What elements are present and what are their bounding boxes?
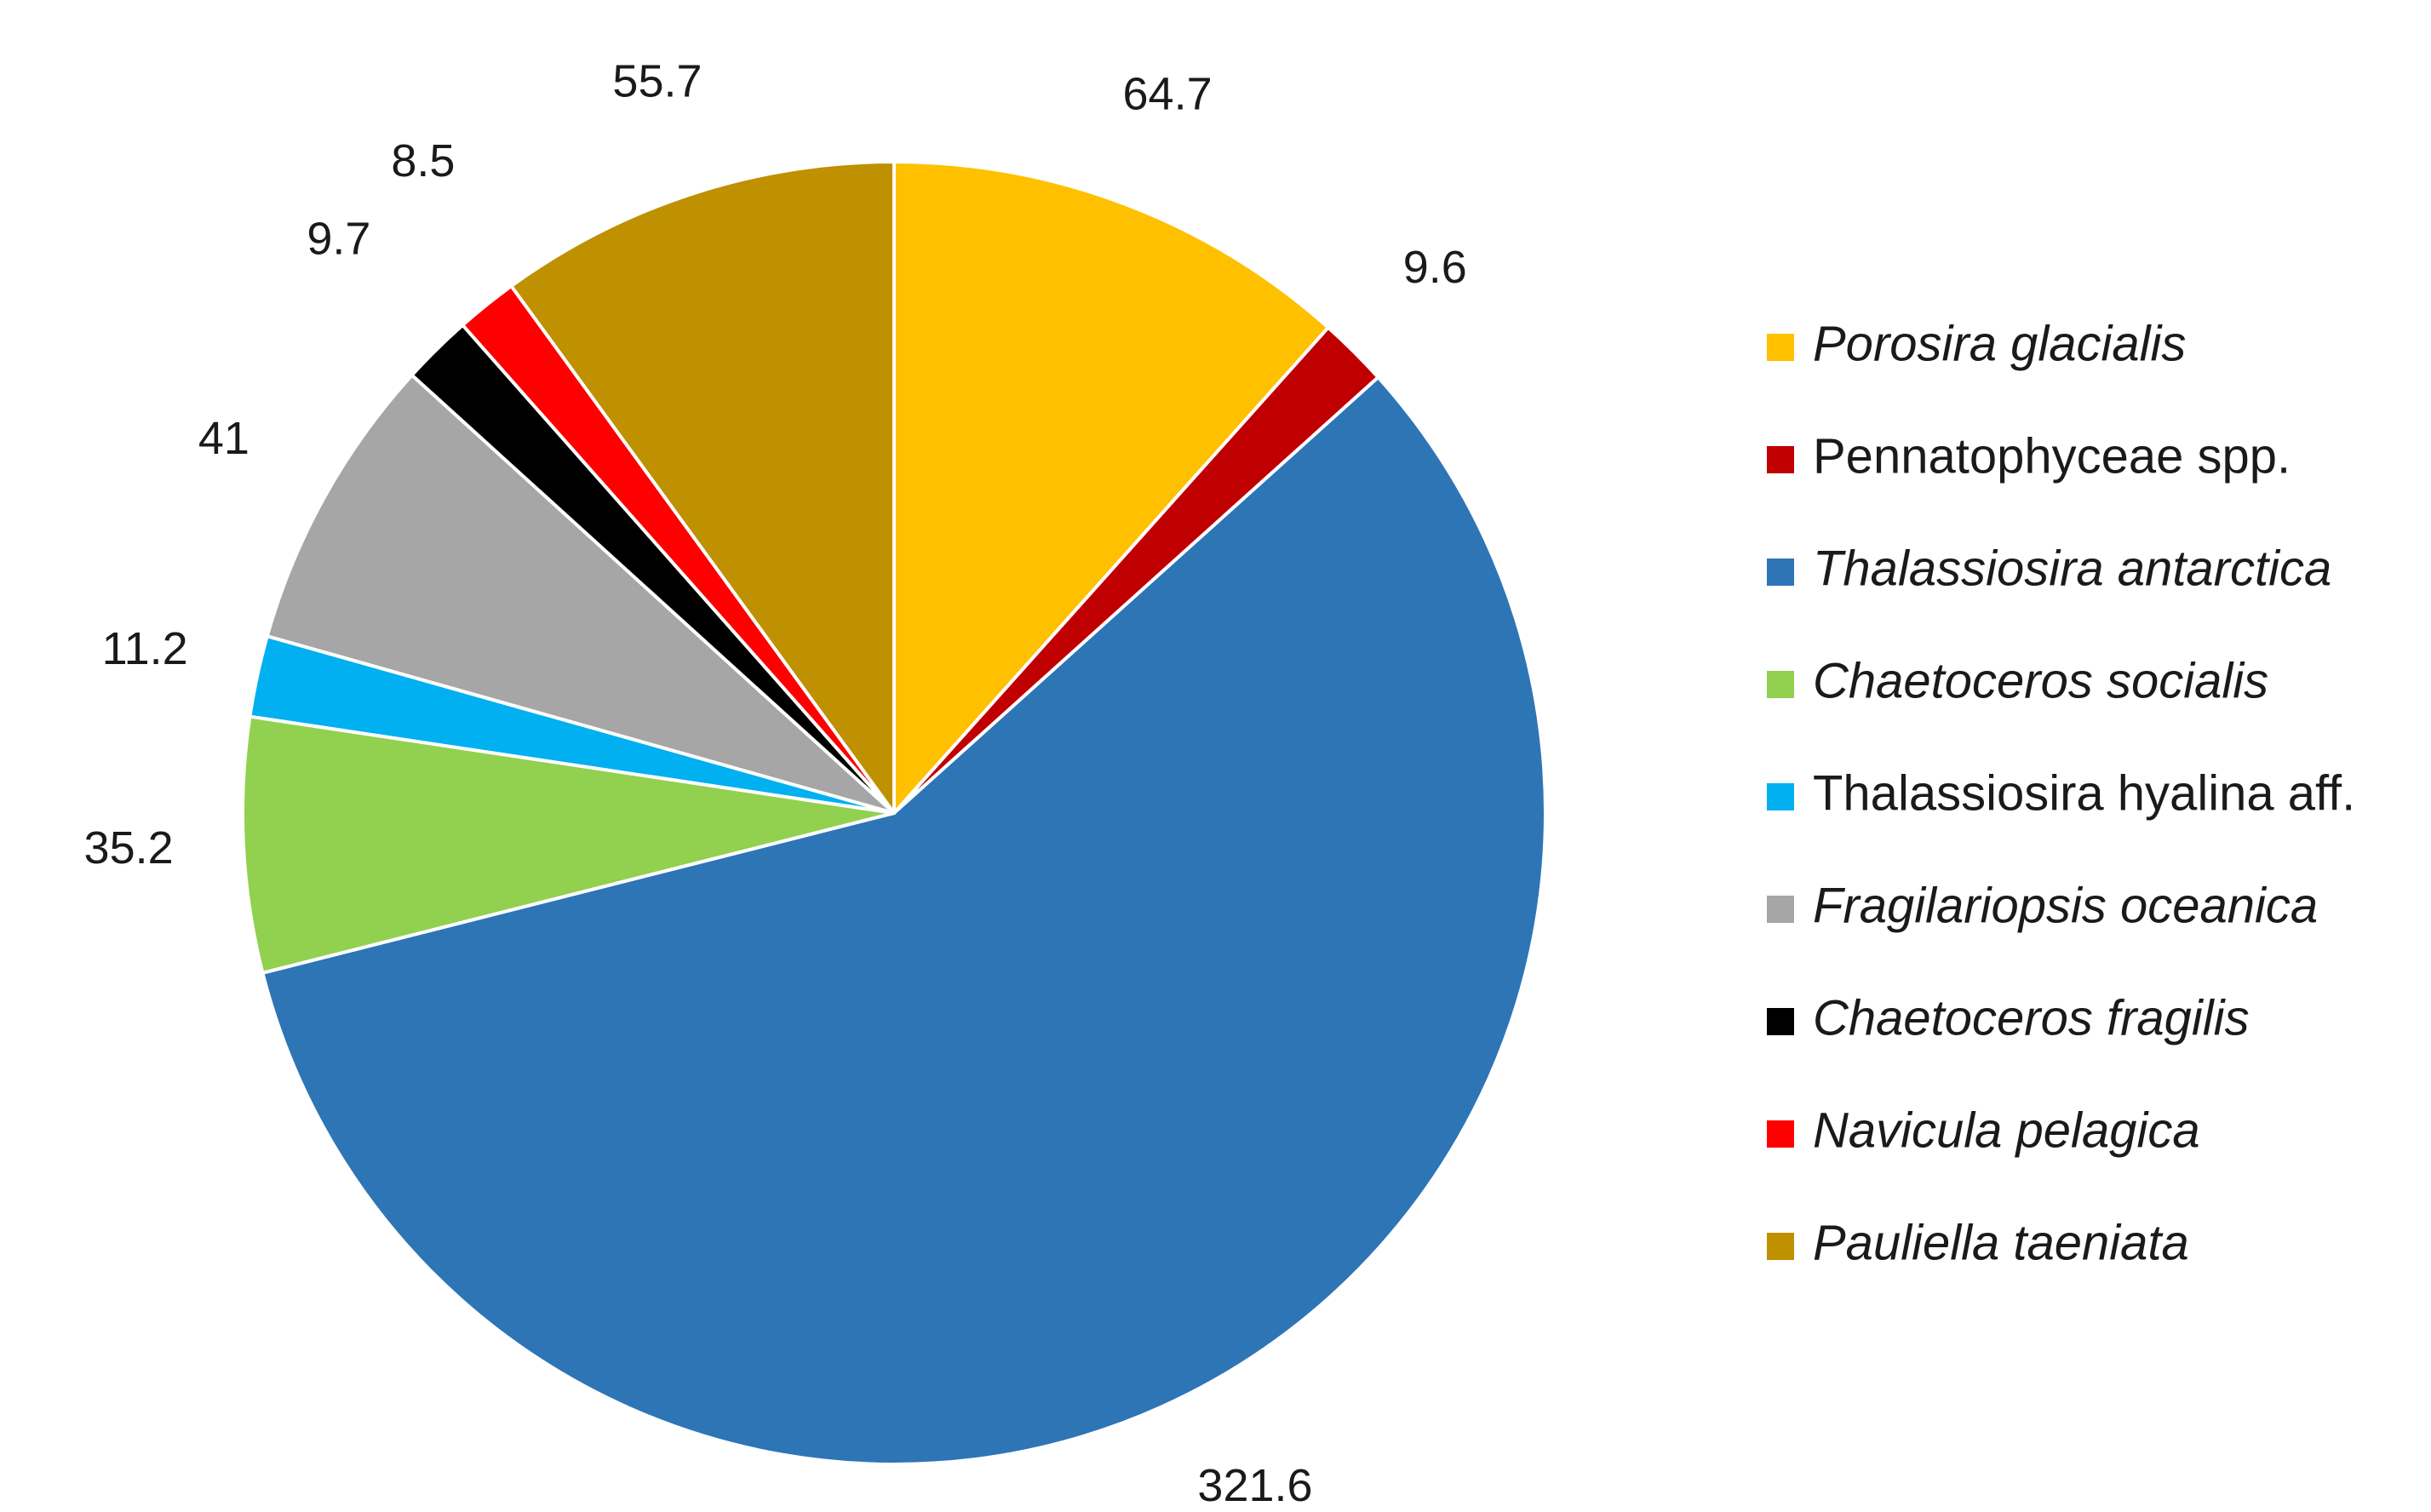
data-label-chaetoceros-socialis: 35.2	[84, 822, 174, 873]
legend-item-navicula-pelagica: Navicula pelagica	[1767, 1102, 2200, 1158]
legend-swatch-thalassiosira-hyalina-aff	[1767, 783, 1794, 810]
legend-item-pauliella-taeniata: Pauliella taeniata	[1767, 1215, 2189, 1270]
legend-item-thalassiosira-antarctica: Thalassiosira antarctica	[1767, 541, 2331, 596]
legend-swatch-chaetoceros-socialis	[1767, 671, 1794, 698]
legend-label-porosira-glacialis: Porosira glacialis	[1813, 316, 2186, 371]
data-label-navicula-pelagica: 8.5	[391, 135, 455, 186]
pie-data-labels: 64.7 9.6 321.6 35.2 11.2 41 9.7 8.5 55.7	[84, 55, 1467, 1511]
pie-slices	[241, 160, 1547, 1467]
legend-swatch-pennatophyceae-spp	[1767, 446, 1794, 473]
legend-label-pauliella-taeniata: Pauliella taeniata	[1813, 1215, 2189, 1270]
data-label-thalassiosira-antarctica: 321.6	[1197, 1460, 1312, 1508]
legend: Porosira glacialis Pennatophyceae spp. Tha…	[1767, 316, 2355, 1270]
legend-item-chaetoceros-fragilis: Chaetoceros fragilis	[1767, 990, 2250, 1045]
data-label-thalassiosira-hyalina-aff: 11.2	[102, 623, 188, 674]
data-label-fragilariopsis-oceanica: 41	[198, 413, 249, 464]
legend-label-chaetoceros-socialis: Chaetoceros socialis	[1813, 653, 2268, 708]
legend-item-thalassiosira-hyalina-aff: Thalassiosira hyalina aff.	[1767, 765, 2355, 821]
legend-item-porosira-glacialis: Porosira glacialis	[1767, 316, 2186, 371]
legend-label-navicula-pelagica: Navicula pelagica	[1813, 1102, 2200, 1158]
data-label-pennatophyceae-spp: 9.6	[1403, 242, 1467, 293]
data-label-chaetoceros-fragilis: 9.7	[307, 214, 370, 265]
legend-label-fragilariopsis-oceanica: Fragilariopsis oceanica	[1813, 878, 2318, 933]
pie-slice-pauliella-taeniata	[509, 160, 896, 815]
data-label-porosira-glacialis: 64.7	[1123, 68, 1213, 119]
legend-swatch-navicula-pelagica	[1767, 1120, 1794, 1148]
legend-swatch-porosira-glacialis	[1767, 334, 1794, 361]
legend-swatch-pauliella-taeniata	[1767, 1233, 1794, 1260]
legend-swatch-fragilariopsis-oceanica	[1767, 896, 1794, 923]
pie-slice-thalassiosira-antarctica	[261, 375, 1547, 1467]
legend-item-chaetoceros-socialis: Chaetoceros socialis	[1767, 653, 2268, 708]
legend-label-chaetoceros-fragilis: Chaetoceros fragilis	[1813, 990, 2250, 1045]
legend-item-fragilariopsis-oceanica: Fragilariopsis oceanica	[1767, 878, 2318, 933]
pie-slice-chaetoceros-socialis	[241, 714, 896, 975]
pie-slice-fragilariopsis-oceanica	[265, 373, 896, 815]
data-label-pauliella-taeniata: 55.7	[612, 55, 702, 106]
legend-label-pennatophyceae-spp: Pennatophyceae spp.	[1813, 428, 2291, 484]
pie-slice-porosira-glacialis	[892, 160, 1330, 815]
legend-label-thalassiosira-antarctica: Thalassiosira antarctica	[1813, 541, 2331, 596]
legend-swatch-chaetoceros-fragilis	[1767, 1008, 1794, 1035]
legend-swatch-thalassiosira-antarctica	[1767, 558, 1794, 586]
legend-label-thalassiosira-hyalina-aff: Thalassiosira hyalina aff.	[1813, 765, 2355, 821]
legend-item-pennatophyceae-spp: Pennatophyceae spp.	[1767, 428, 2291, 484]
